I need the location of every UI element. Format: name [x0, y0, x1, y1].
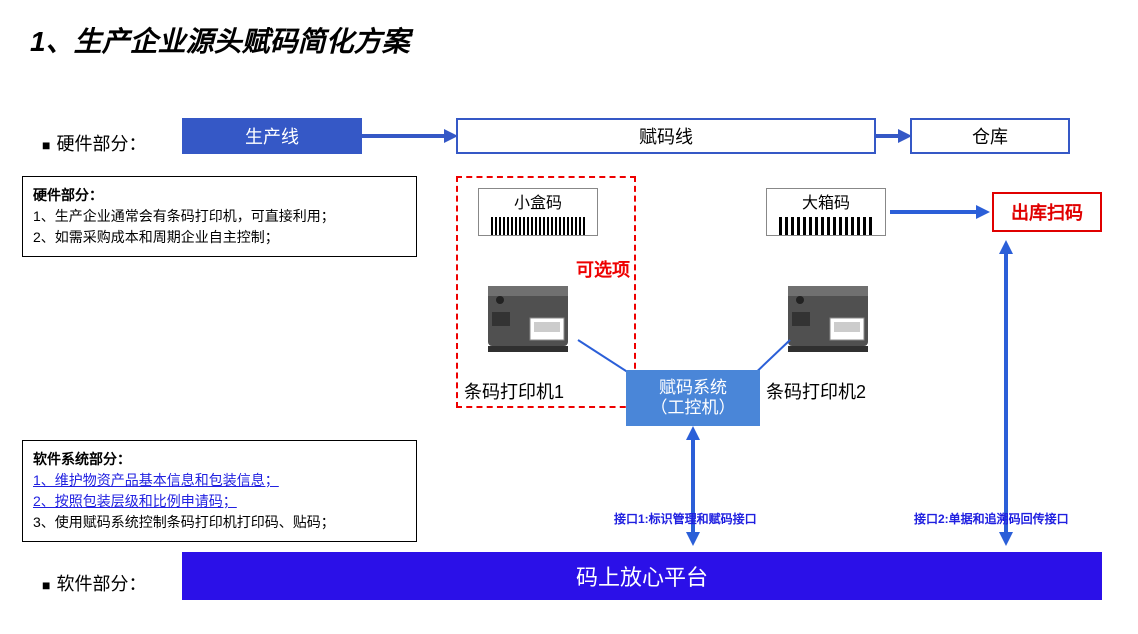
- platform-bar: 码上放心平台: [182, 552, 1102, 600]
- warehouse-box: 仓库: [910, 118, 1070, 154]
- scan-out-box: 出库扫码: [992, 192, 1102, 232]
- small-box-code-text: 小盒码: [514, 189, 562, 213]
- barcode-icon: [779, 217, 873, 235]
- printer1-icon: [478, 266, 578, 366]
- printer1-label: 条码打印机1: [464, 378, 564, 404]
- iface2-label: 接口2:单据和追溯码回传接口: [914, 510, 1069, 527]
- small-box-code-card: 小盒码: [478, 188, 598, 236]
- big-box-code-text: 大箱码: [802, 189, 850, 213]
- sw-info-line: 2、按照包装层级和比例申请码；: [33, 491, 406, 512]
- big-box-code-card: 大箱码: [766, 188, 886, 236]
- code-sys-l1: 赋码系统: [659, 378, 727, 398]
- hw-info-header: 硬件部分：: [33, 185, 406, 206]
- code-system-box: 赋码系统 （工控机）: [626, 370, 760, 426]
- hw-info-line: 2、如需采购成本和周期企业自主控制；: [33, 227, 406, 248]
- sw-info-header: 软件系统部分：: [33, 449, 406, 470]
- code-line-box: 赋码线: [456, 118, 876, 154]
- optional-label: 可选项: [576, 256, 630, 282]
- code-sys-l2: （工控机）: [651, 398, 736, 418]
- sw-info-line: 1、维护物资产品基本信息和包装信息；: [33, 470, 406, 491]
- sw-info-line: 3、使用赋码系统控制条码打印机打印码、贴码；: [33, 512, 406, 533]
- hardware-info-box: 硬件部分： 1、生产企业通常会有条码打印机，可直接利用； 2、如需采购成本和周期…: [22, 176, 417, 257]
- hw-info-line: 1、生产企业通常会有条码打印机，可直接利用；: [33, 206, 406, 227]
- hardware-section-label: 硬件部分：: [42, 130, 146, 156]
- software-info-box: 软件系统部分： 1、维护物资产品基本信息和包装信息； 2、按照包装层级和比例申请…: [22, 440, 417, 542]
- iface1-label: 接口1:标识管理和赋码接口: [614, 510, 757, 527]
- printer2-label: 条码打印机2: [766, 378, 866, 404]
- barcode-icon: [491, 217, 585, 235]
- prod-line-box: 生产线: [182, 118, 362, 154]
- software-section-label: 软件部分：: [42, 570, 146, 596]
- page-title: 1、生产企业源头赋码简化方案: [30, 20, 410, 60]
- printer2-icon: [778, 266, 878, 366]
